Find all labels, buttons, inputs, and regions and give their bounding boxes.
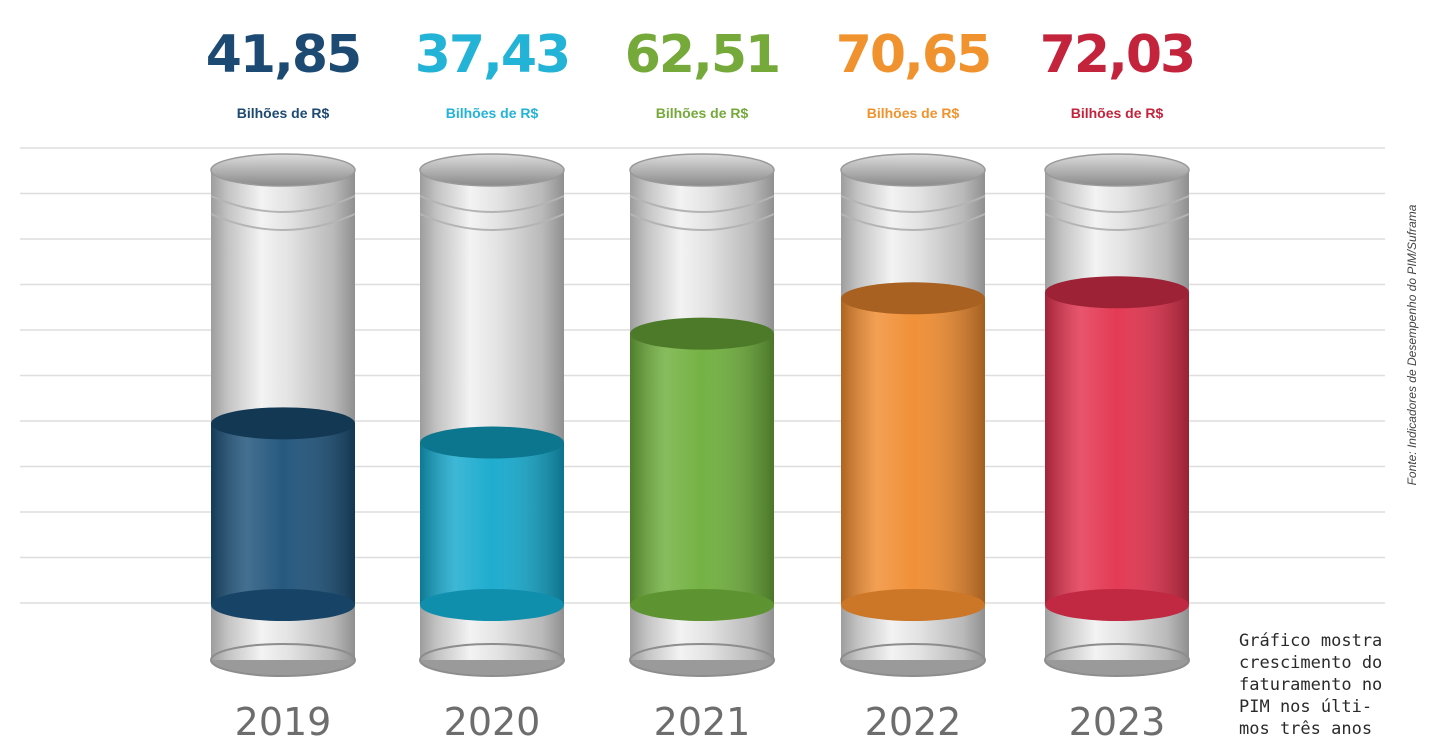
- cylinder-top: [629, 153, 775, 187]
- cylinders: [210, 153, 1190, 677]
- source-note: Fonte: Indicadores de Desempenho do PIM/…: [1405, 204, 1419, 486]
- bar-surface: [1045, 276, 1189, 309]
- cylinder-top: [419, 153, 565, 187]
- value-label-2023: 72,03: [1040, 25, 1194, 85]
- unit-label: Bilhões de R$: [1071, 105, 1164, 121]
- bar-surface: [211, 407, 355, 440]
- bar-bottom: [211, 589, 355, 621]
- cylinder-ring: [629, 213, 775, 231]
- year-label-2021: 2021: [654, 700, 751, 744]
- cylinder-2022: [840, 153, 986, 677]
- cylinder-ring: [210, 213, 356, 231]
- cylinder-base-rim: [1044, 643, 1190, 677]
- cylinder-ring: [210, 195, 356, 213]
- caption-text: Gráfico mostra crescimento do faturament…: [1239, 631, 1383, 739]
- cylinder-ring: [1044, 213, 1190, 231]
- cylinder-ring: [629, 195, 775, 213]
- bar-bottom: [841, 589, 985, 621]
- bar-surface: [630, 317, 774, 350]
- cylinder-top: [1044, 153, 1190, 187]
- bar-shading: [211, 423, 355, 605]
- year-label-2023: 2023: [1069, 700, 1166, 744]
- value-label-2021: 62,51: [625, 25, 779, 85]
- value-label-2022: 70,65: [836, 25, 990, 85]
- bar-shading: [841, 298, 985, 605]
- bar-bottom: [420, 589, 564, 621]
- cylinder-top: [210, 153, 356, 187]
- unit-label: Bilhões de R$: [656, 105, 749, 121]
- cylinder-2019: [210, 153, 356, 677]
- year-label-2022: 2022: [865, 700, 962, 744]
- cylinder-base-rim: [419, 643, 565, 677]
- cylinder-ring: [419, 195, 565, 213]
- cylinder-ring: [419, 213, 565, 231]
- unit-label: Bilhões de R$: [867, 105, 960, 121]
- year-label-2019: 2019: [235, 700, 332, 744]
- cylinder-ring: [840, 213, 986, 231]
- cylinder-base-rim: [629, 643, 775, 677]
- cylinder-2021: [629, 153, 775, 677]
- unit-label: Bilhões de R$: [446, 105, 539, 121]
- cylinder-ring: [1044, 195, 1190, 213]
- bar-shading: [630, 333, 774, 605]
- bar-surface: [420, 426, 564, 459]
- cylinder-base-rim: [210, 643, 356, 677]
- labels: 41,85 Bilhões de R$ 2019 37,43 Bilhões de R$…: [206, 25, 1196, 744]
- bar-surface: [841, 282, 985, 315]
- cylinder-2020: [419, 153, 565, 677]
- value-label-2019: 41,85: [206, 25, 360, 85]
- bar-shading: [420, 442, 564, 605]
- unit-label: Bilhões de R$: [237, 105, 330, 121]
- year-label-2020: 2020: [444, 700, 541, 744]
- value-label-2020: 37,43: [415, 25, 569, 85]
- bar-shading: [1045, 292, 1189, 605]
- cylinder-top: [840, 153, 986, 187]
- bar-bottom: [630, 589, 774, 621]
- cylinder-ring: [840, 195, 986, 213]
- cylinder-2023: [1044, 153, 1190, 677]
- cylinder-base-rim: [840, 643, 986, 677]
- bar-bottom: [1045, 589, 1189, 621]
